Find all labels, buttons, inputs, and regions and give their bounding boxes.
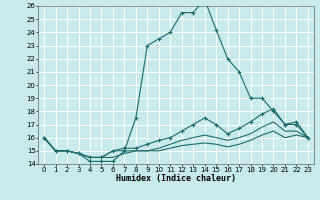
X-axis label: Humidex (Indice chaleur): Humidex (Indice chaleur) [116, 174, 236, 183]
